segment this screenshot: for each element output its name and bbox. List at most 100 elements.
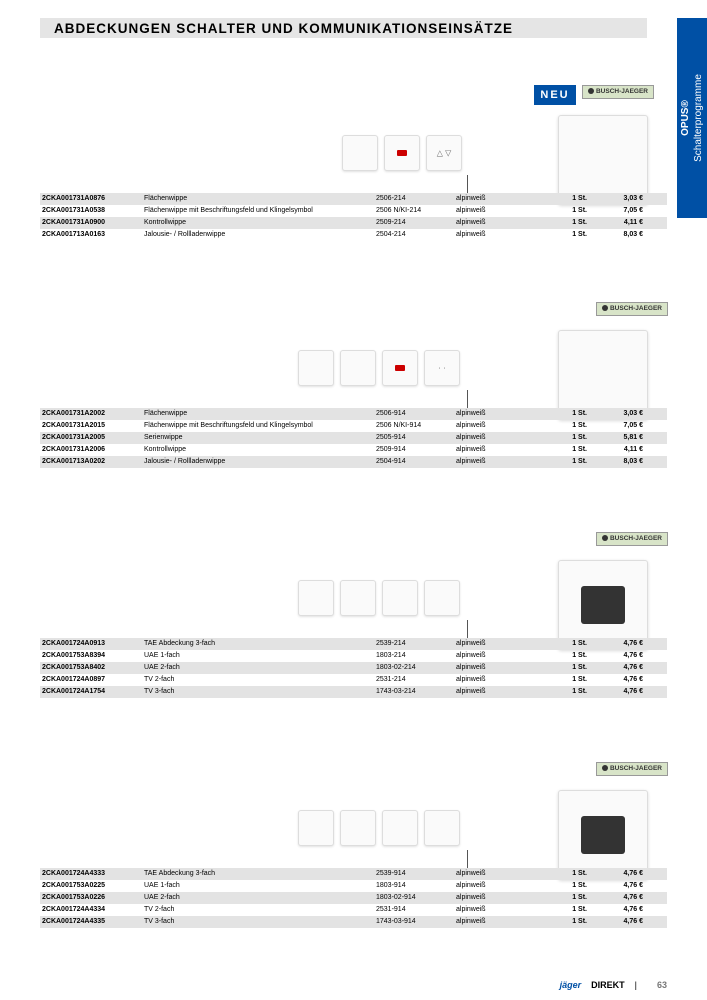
color: alpinweiß xyxy=(456,444,541,456)
product-code: 2504-214 xyxy=(376,229,456,241)
table-row: 2CKA001724A4335TV 3-fach1743-03-914alpin… xyxy=(40,916,667,928)
description: UAE 1-fach xyxy=(144,880,376,892)
table-row: 2CKA001731A0538Flächenwippe mit Beschrif… xyxy=(40,205,667,217)
price: 8,03 € xyxy=(597,456,647,468)
article-number: 2CKA001753A0225 xyxy=(40,880,144,892)
product-code: 2506 N/KI-214 xyxy=(376,205,456,217)
page-title: ABDECKUNGEN SCHALTER UND KOMMUNIKATIONSE… xyxy=(54,21,513,36)
footer-direkt: DIREKT xyxy=(591,980,625,990)
color: alpinweiß xyxy=(456,432,541,444)
article-number: 2CKA001753A0226 xyxy=(40,892,144,904)
thumb-row-1: △ ▽ xyxy=(342,135,462,171)
side-tab-text: OPUS® Schalterprogramme xyxy=(679,74,705,162)
color: alpinweiß xyxy=(456,420,541,432)
divider-line xyxy=(467,390,468,408)
description: Jalousie- / Rollladenwippe xyxy=(144,229,376,241)
color: alpinweiß xyxy=(456,868,541,880)
brand-label-3: BUSCH-JAEGER xyxy=(596,532,668,546)
product-image-big xyxy=(558,560,648,650)
table-row: 2CKA001724A4333TAE Abdeckung 3-fach2539-… xyxy=(40,868,667,880)
page-number: 63 xyxy=(657,980,667,990)
color: alpinweiß xyxy=(456,193,541,205)
unit: 1 St. xyxy=(541,650,597,662)
table-row: 2CKA001731A2005Serienwippe2505-914alpinw… xyxy=(40,432,667,444)
unit: 1 St. xyxy=(541,904,597,916)
description: Kontrollwippe xyxy=(144,217,376,229)
description: Flächenwippe mit Beschriftungsfeld und K… xyxy=(144,205,376,217)
table-1: 2CKA001731A0876Flächenwippe2506-214alpin… xyxy=(40,193,667,241)
unit: 1 St. xyxy=(541,916,597,928)
color: alpinweiß xyxy=(456,638,541,650)
description: UAE 2-fach xyxy=(144,892,376,904)
price: 7,05 € xyxy=(597,205,647,217)
price: 8,03 € xyxy=(597,229,647,241)
unit: 1 St. xyxy=(541,205,597,217)
side-tab-bottom: Schalterprogramme xyxy=(693,74,704,162)
price: 4,76 € xyxy=(597,662,647,674)
color: alpinweiß xyxy=(456,217,541,229)
unit: 1 St. xyxy=(541,229,597,241)
product-code: 1803-02-214 xyxy=(376,662,456,674)
thumb xyxy=(382,580,418,616)
description: Flächenwippe xyxy=(144,193,376,205)
table-3: 2CKA001724A0913TAE Abdeckung 3-fach2539-… xyxy=(40,638,667,698)
color: alpinweiß xyxy=(456,205,541,217)
product-code: 2531-914 xyxy=(376,904,456,916)
table-row: 2CKA001713A0202Jalousie- / Rollladenwipp… xyxy=(40,456,667,468)
table-row: 2CKA001731A2002Flächenwippe2506-914alpin… xyxy=(40,408,667,420)
color: alpinweiß xyxy=(456,662,541,674)
unit: 1 St. xyxy=(541,638,597,650)
color: alpinweiß xyxy=(456,686,541,698)
footer: jäger DIREKT | 63 xyxy=(40,980,667,990)
product-code: 2506 N/KI-914 xyxy=(376,420,456,432)
unit: 1 St. xyxy=(541,432,597,444)
product-image-big xyxy=(558,115,648,205)
article-number: 2CKA001753A8394 xyxy=(40,650,144,662)
price: 4,76 € xyxy=(597,686,647,698)
footer-brand: jäger xyxy=(560,980,582,990)
price: 3,03 € xyxy=(597,408,647,420)
unit: 1 St. xyxy=(541,420,597,432)
table-2: 2CKA001731A2002Flächenwippe2506-914alpin… xyxy=(40,408,667,468)
product-image-big xyxy=(558,330,648,420)
color: alpinweiß xyxy=(456,916,541,928)
price: 4,76 € xyxy=(597,650,647,662)
color: alpinweiß xyxy=(456,456,541,468)
thumb xyxy=(340,350,376,386)
article-number: 2CKA001753A8402 xyxy=(40,662,144,674)
unit: 1 St. xyxy=(541,868,597,880)
product-code: 2509-914 xyxy=(376,444,456,456)
unit: 1 St. xyxy=(541,456,597,468)
price: 3,03 € xyxy=(597,193,647,205)
footer-sep: | xyxy=(635,980,637,990)
color: alpinweiß xyxy=(456,904,541,916)
table-row: 2CKA001731A0876Flächenwippe2506-214alpin… xyxy=(40,193,667,205)
color: alpinweiß xyxy=(456,229,541,241)
description: TAE Abdeckung 3-fach xyxy=(144,868,376,880)
article-number: 2CKA001731A2002 xyxy=(40,408,144,420)
table-row: 2CKA001724A0913TAE Abdeckung 3-fach2539-… xyxy=(40,638,667,650)
thumb: · · xyxy=(424,350,460,386)
price: 4,76 € xyxy=(597,674,647,686)
unit: 1 St. xyxy=(541,193,597,205)
side-tab: OPUS® Schalterprogramme xyxy=(677,18,707,218)
price: 4,76 € xyxy=(597,916,647,928)
brand-label-2: BUSCH-JAEGER xyxy=(596,302,668,316)
header-bar: ABDECKUNGEN SCHALTER UND KOMMUNIKATIONSE… xyxy=(40,18,647,38)
product-code: 2509-214 xyxy=(376,217,456,229)
article-number: 2CKA001731A0876 xyxy=(40,193,144,205)
table-row: 2CKA001753A0226UAE 2-fach1803-02-914alpi… xyxy=(40,892,667,904)
thumb xyxy=(298,810,334,846)
thumb xyxy=(298,580,334,616)
description: UAE 2-fach xyxy=(144,662,376,674)
description: TV 3-fach xyxy=(144,916,376,928)
thumb xyxy=(298,350,334,386)
description: TAE Abdeckung 3-fach xyxy=(144,638,376,650)
table-row: 2CKA001731A2015Flächenwippe mit Beschrif… xyxy=(40,420,667,432)
price: 4,76 € xyxy=(597,868,647,880)
table-row: 2CKA001731A2006Kontrollwippe2509-914alpi… xyxy=(40,444,667,456)
description: TV 2-fach xyxy=(144,674,376,686)
unit: 1 St. xyxy=(541,662,597,674)
thumb xyxy=(382,350,418,386)
table-row: 2CKA001724A1754TV 3-fach1743-03-214alpin… xyxy=(40,686,667,698)
